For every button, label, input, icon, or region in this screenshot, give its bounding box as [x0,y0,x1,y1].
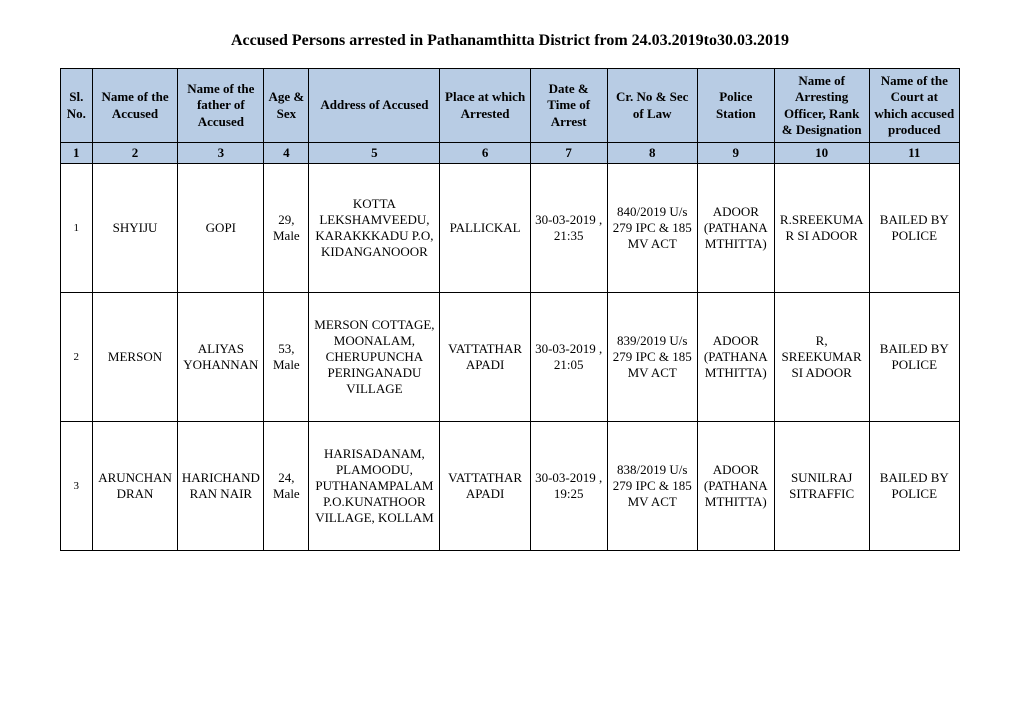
col-agesex: Age & Sex [264,69,309,143]
cell-father: ALIYAS YOHANNAN [178,293,264,422]
cell-address: MERSON COTTAGE, MOONALAM, CHERUPUNCHA PE… [309,293,440,422]
cell-sl: 1 [61,164,93,293]
table-row: 2 MERSON ALIYAS YOHANNAN 53, Male MERSON… [61,293,960,422]
colnum: 2 [92,143,178,164]
cell-agesex: 24, Male [264,422,309,551]
col-father: Name of the father of Accused [178,69,264,143]
colnum: 10 [774,143,869,164]
cell-address: HARISADANAM, PLAMOODU, PUTHANAMPALAM P.O… [309,422,440,551]
page-title: Accused Persons arrested in Pathanamthit… [60,32,960,50]
col-court: Name of the Court at which accused produ… [869,69,959,143]
col-address: Address of Accused [309,69,440,143]
cell-station: ADOOR (PATHANAMTHITTA) [697,164,774,293]
table-row: 3 ARUNCHANDRAN HARICHANDRAN NAIR 24, Mal… [61,422,960,551]
header-num-row: 1 2 3 4 5 6 7 8 9 10 11 [61,143,960,164]
col-place: Place at which Arrested [440,69,530,143]
cell-court: BAILED BY POLICE [869,422,959,551]
colnum: 1 [61,143,93,164]
cell-station: ADOOR (PATHANAMTHITTA) [697,422,774,551]
colnum: 8 [607,143,697,164]
cell-place: VATTATHAR APADI [440,422,530,551]
table-row: 1 SHYIJU GOPI 29, Male KOTTA LEKSHAMVEED… [61,164,960,293]
cell-datetime: 30-03-2019 , 21:35 [530,164,607,293]
col-sl: Sl. No. [61,69,93,143]
cell-datetime: 30-03-2019 , 19:25 [530,422,607,551]
colnum: 7 [530,143,607,164]
cell-crno: 839/2019 U/s 279 IPC & 185 MV ACT [607,293,697,422]
col-crno: Cr. No & Sec of Law [607,69,697,143]
cell-father: GOPI [178,164,264,293]
col-accused: Name of the Accused [92,69,178,143]
colnum: 6 [440,143,530,164]
col-officer: Name of Arresting Officer, Rank & Design… [774,69,869,143]
cell-crno: 840/2019 U/s 279 IPC & 185 MV ACT [607,164,697,293]
cell-court: BAILED BY POLICE [869,164,959,293]
colnum: 9 [697,143,774,164]
cell-accused: ARUNCHANDRAN [92,422,178,551]
cell-accused: MERSON [92,293,178,422]
cell-accused: SHYIJU [92,164,178,293]
colnum: 11 [869,143,959,164]
col-datetime: Date & Time of Arrest [530,69,607,143]
cell-crno: 838/2019 U/s 279 IPC & 185 MV ACT [607,422,697,551]
cell-sl: 2 [61,293,93,422]
cell-officer: SUNILRAJ SITRAFFIC [774,422,869,551]
cell-station: ADOOR (PATHANAMTHITTA) [697,293,774,422]
cell-place: VATTATHAR APADI [440,293,530,422]
cell-sl: 3 [61,422,93,551]
arrest-table: Sl. No. Name of the Accused Name of the … [60,68,960,551]
cell-court: BAILED BY POLICE [869,293,959,422]
header-row: Sl. No. Name of the Accused Name of the … [61,69,960,143]
cell-father: HARICHANDRAN NAIR [178,422,264,551]
col-station: Police Station [697,69,774,143]
cell-officer: R.SREEKUMAR SI ADOOR [774,164,869,293]
cell-place: PALLICKAL [440,164,530,293]
cell-datetime: 30-03-2019 , 21:05 [530,293,607,422]
colnum: 5 [309,143,440,164]
cell-agesex: 53, Male [264,293,309,422]
colnum: 4 [264,143,309,164]
cell-address: KOTTA LEKSHAMVEEDU, KARAKKKADU P.O, KIDA… [309,164,440,293]
colnum: 3 [178,143,264,164]
cell-officer: R, SREEKUMAR SI ADOOR [774,293,869,422]
cell-agesex: 29, Male [264,164,309,293]
